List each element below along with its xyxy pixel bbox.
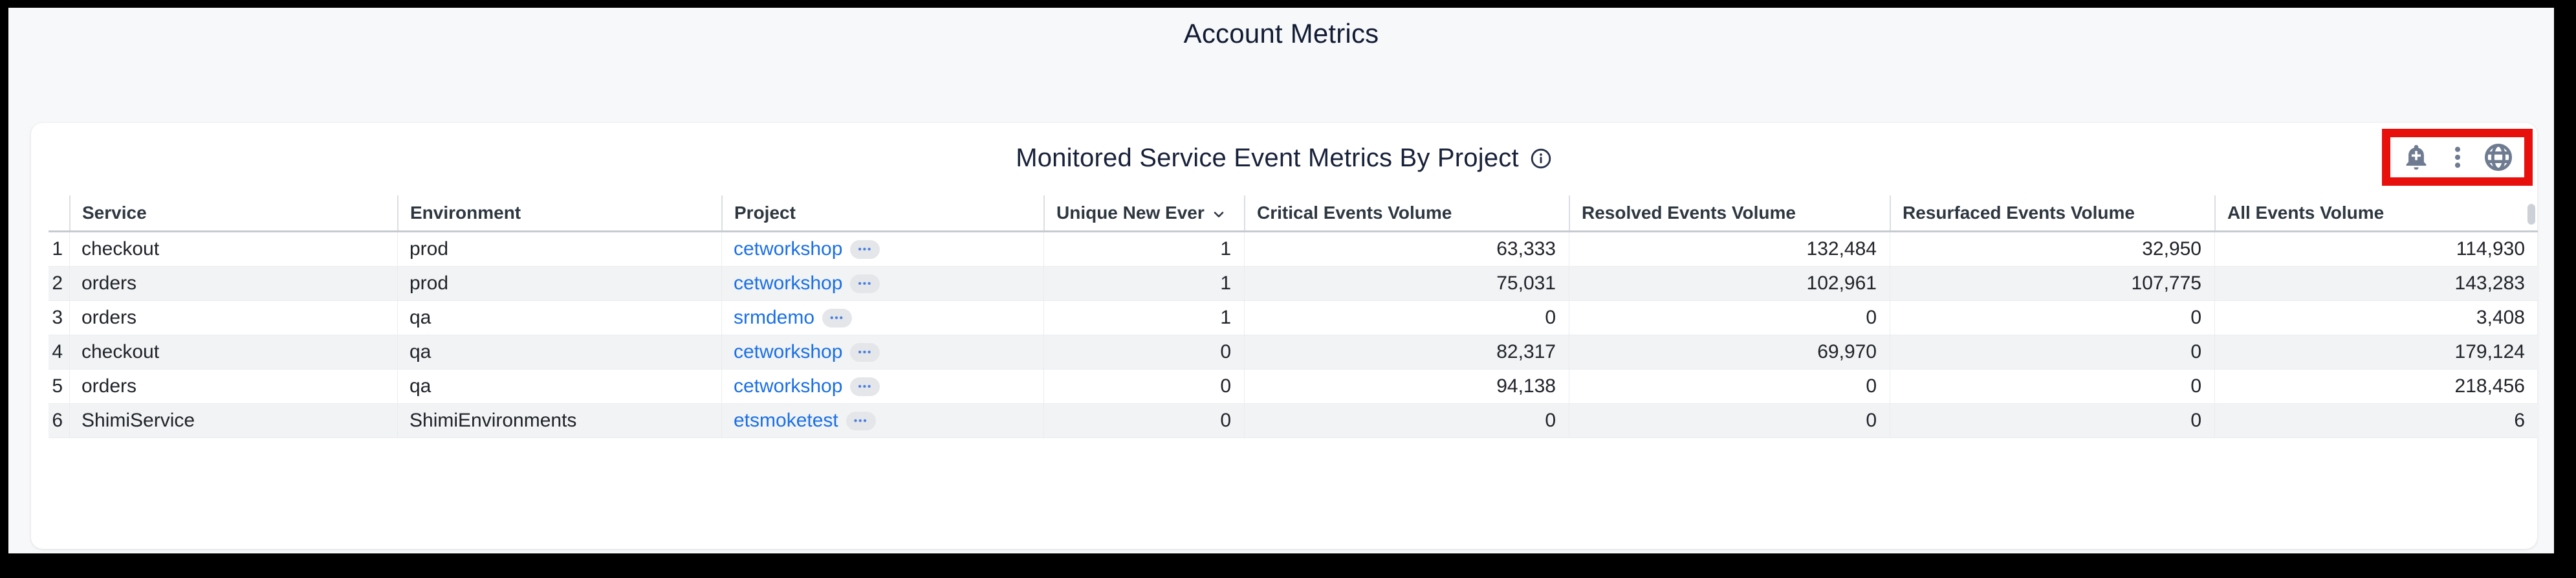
environment-cell: qa [397, 301, 721, 335]
add-alert-bell-icon[interactable] [2401, 142, 2432, 173]
row-number: 1 [52, 238, 63, 260]
project-more-pill[interactable]: ••• [850, 342, 880, 362]
project-more-pill[interactable]: ••• [850, 274, 880, 293]
table-row: 2 orders prod cetworkshop ••• 1 75,031 1… [49, 267, 2538, 301]
widget-card: Monitored Service Event Metrics By Proje… [31, 123, 2538, 549]
project-link[interactable]: cetworkshop [734, 375, 843, 397]
resolved-events-cell: 132,484 [1569, 232, 1890, 266]
header-resurfaced-events-volume[interactable]: Resurfaced Events Volume [1890, 195, 2214, 230]
resurfaced-events-cell: 0 [1890, 370, 2214, 403]
service-cell: ShimiService [69, 404, 397, 438]
resolved-events-cell: 102,961 [1569, 267, 1890, 300]
resurfaced-events-cell: 0 [1890, 335, 2214, 369]
resurfaced-events-cell: 32,950 [1890, 232, 2214, 266]
environment-cell: qa [397, 370, 721, 403]
project-link[interactable]: cetworkshop [734, 341, 843, 362]
critical-events-cell: 63,333 [1244, 232, 1569, 266]
project-cell: etsmoketest ••• [721, 404, 1043, 438]
resurfaced-events-cell: 0 [1890, 301, 2214, 335]
all-events-cell: 114,930 [2214, 232, 2538, 266]
header-service[interactable]: Service [69, 195, 397, 230]
table-row: 4 checkout qa cetworkshop ••• 0 82,317 6… [49, 335, 2538, 370]
info-icon[interactable] [1529, 147, 1553, 170]
project-cell: cetworkshop ••• [721, 232, 1043, 266]
row-number: 2 [52, 272, 63, 294]
project-link[interactable]: etsmoketest [734, 410, 838, 431]
row-number: 4 [52, 341, 63, 362]
critical-events-cell: 82,317 [1244, 335, 1569, 369]
widget-header: Monitored Service Event Metrics By Proje… [31, 144, 2537, 173]
service-cell: orders [69, 267, 397, 300]
header-row-number [49, 195, 69, 230]
service-cell: checkout [69, 232, 397, 266]
critical-events-cell: 94,138 [1244, 370, 1569, 403]
unique-new-ever-cell: 0 [1043, 335, 1244, 369]
unique-new-ever-cell: 1 [1043, 267, 1244, 300]
header-unique-new-ever[interactable]: Unique New Ever [1043, 195, 1244, 230]
critical-events-cell: 0 [1244, 301, 1569, 335]
resurfaced-events-cell: 0 [1890, 404, 2214, 438]
project-cell: cetworkshop ••• [721, 370, 1043, 403]
critical-events-cell: 75,031 [1244, 267, 1569, 300]
project-link[interactable]: srmdemo [734, 307, 815, 328]
row-number: 6 [52, 410, 63, 431]
table-header-row: Service Environment Project Unique New E… [49, 195, 2538, 232]
globe-icon[interactable] [2483, 142, 2514, 173]
table-row: 3 orders qa srmdemo ••• 1 0 0 0 3,408 [49, 301, 2538, 335]
annotation-highlight-box [2382, 129, 2533, 186]
resolved-events-cell: 69,970 [1569, 335, 1890, 369]
project-cell: srmdemo ••• [721, 301, 1043, 335]
header-project[interactable]: Project [721, 195, 1043, 230]
row-number: 3 [52, 307, 63, 328]
project-cell: cetworkshop ••• [721, 335, 1043, 369]
resolved-events-cell: 0 [1569, 301, 1890, 335]
project-link[interactable]: cetworkshop [734, 272, 843, 294]
all-events-cell: 143,283 [2214, 267, 2538, 300]
project-cell: cetworkshop ••• [721, 267, 1043, 300]
kebab-menu-icon[interactable] [2442, 142, 2473, 173]
header-resolved-events-volume[interactable]: Resolved Events Volume [1569, 195, 1890, 230]
service-cell: checkout [69, 335, 397, 369]
header-critical-events-volume[interactable]: Critical Events Volume [1244, 195, 1569, 230]
row-number: 5 [52, 375, 63, 397]
project-link[interactable]: cetworkshop [734, 238, 843, 260]
project-more-pill[interactable]: ••• [822, 308, 853, 328]
header-all-events-volume[interactable]: All Events Volume [2214, 195, 2538, 230]
widget-title: Monitored Service Event Metrics By Proje… [1016, 144, 1519, 172]
page-title: Account Metrics [1183, 18, 1379, 49]
unique-new-ever-cell: 1 [1043, 232, 1244, 266]
all-events-cell: 179,124 [2214, 335, 2538, 369]
resolved-events-cell: 0 [1569, 404, 1890, 438]
project-more-pill[interactable]: ••• [850, 239, 880, 259]
vertical-scrollbar-thumb[interactable] [2527, 204, 2535, 225]
environment-cell: prod [397, 267, 721, 300]
unique-new-ever-cell: 0 [1043, 370, 1244, 403]
project-more-pill[interactable]: ••• [850, 377, 880, 396]
metrics-table: Service Environment Project Unique New E… [49, 195, 2538, 438]
sort-desc-chevron-icon [1211, 205, 1227, 222]
environment-cell: ShimiEnvironments [397, 404, 721, 438]
all-events-cell: 3,408 [2214, 301, 2538, 335]
all-events-cell: 6 [2214, 404, 2538, 438]
environment-cell: prod [397, 232, 721, 266]
header-environment[interactable]: Environment [397, 195, 721, 230]
table-row: 6 ShimiService ShimiEnvironments etsmoke… [49, 404, 2538, 438]
resolved-events-cell: 0 [1569, 370, 1890, 403]
unique-new-ever-cell: 1 [1043, 301, 1244, 335]
service-cell: orders [69, 370, 397, 403]
critical-events-cell: 0 [1244, 404, 1569, 438]
all-events-cell: 218,456 [2214, 370, 2538, 403]
service-cell: orders [69, 301, 397, 335]
dashboard-page: Account Metrics Monitored Service Event … [8, 8, 2554, 553]
table-row: 5 orders qa cetworkshop ••• 0 94,138 0 0… [49, 370, 2538, 404]
table-row: 1 checkout prod cetworkshop ••• 1 63,333… [49, 232, 2538, 267]
resurfaced-events-cell: 107,775 [1890, 267, 2214, 300]
environment-cell: qa [397, 335, 721, 369]
unique-new-ever-cell: 0 [1043, 404, 1244, 438]
project-more-pill[interactable]: ••• [846, 411, 876, 430]
